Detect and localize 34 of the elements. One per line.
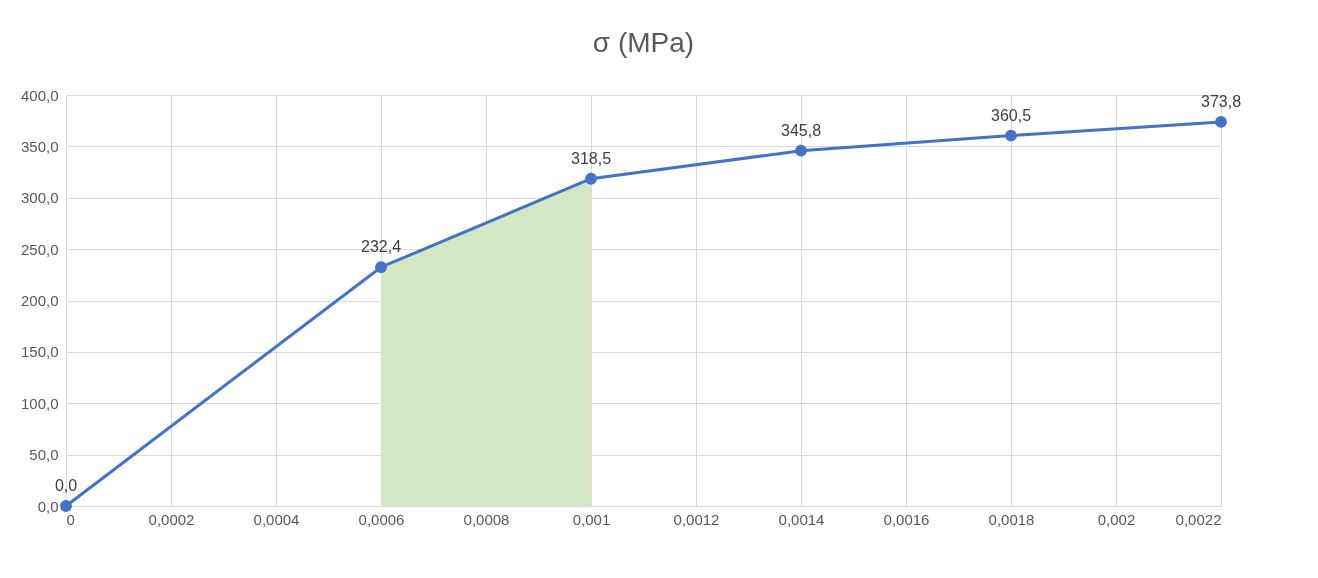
x-tick-label: 0,0022 bbox=[1175, 510, 1222, 528]
x-tick-label: 0,0002 bbox=[148, 510, 195, 528]
y-tick-label: 150,0 bbox=[20, 343, 59, 361]
data-label: 345,8 bbox=[780, 121, 822, 139]
data-label: 373,8 bbox=[1200, 92, 1242, 110]
y-tick-label: 200,0 bbox=[20, 292, 59, 309]
x-tick-label: 0,001 bbox=[572, 510, 611, 528]
chart-title: σ (MPa) bbox=[592, 27, 695, 58]
data-label: 360,5 bbox=[990, 106, 1032, 124]
point bbox=[585, 172, 597, 185]
x-tick-label: 0,002 bbox=[1097, 510, 1136, 528]
data-label: 232,4 bbox=[360, 238, 402, 256]
point bbox=[60, 500, 72, 512]
data-label: 318,5 bbox=[570, 149, 612, 167]
x-tick-label: 0,0004 bbox=[253, 510, 300, 528]
x-tick-label: 0,0014 bbox=[778, 510, 825, 528]
y-tick-label: 350,0 bbox=[20, 137, 59, 155]
point bbox=[375, 261, 387, 274]
x-tick-label: 0,0018 bbox=[988, 510, 1035, 528]
point bbox=[1215, 116, 1227, 128]
y-tick-label: 400,0 bbox=[20, 86, 59, 104]
x-tick-label: 0,0008 bbox=[463, 510, 510, 528]
data-label: 0,0 bbox=[54, 477, 78, 494]
point bbox=[795, 144, 807, 157]
y-tick-label: 250,0 bbox=[20, 240, 59, 258]
x-tick-label: 0,0016 bbox=[883, 510, 930, 528]
x-tick-label: 0,0012 bbox=[673, 510, 720, 528]
y-tick-label: 300,0 bbox=[20, 189, 59, 207]
x-tick-label: 0,0006 bbox=[358, 510, 405, 528]
point bbox=[1005, 129, 1017, 142]
x-tick-label: 0 bbox=[66, 510, 75, 528]
y-tick-label: 50,0 bbox=[29, 446, 59, 464]
y-tick-label: 100,0 bbox=[20, 394, 59, 412]
y-tick-label: 0,0 bbox=[37, 497, 59, 515]
